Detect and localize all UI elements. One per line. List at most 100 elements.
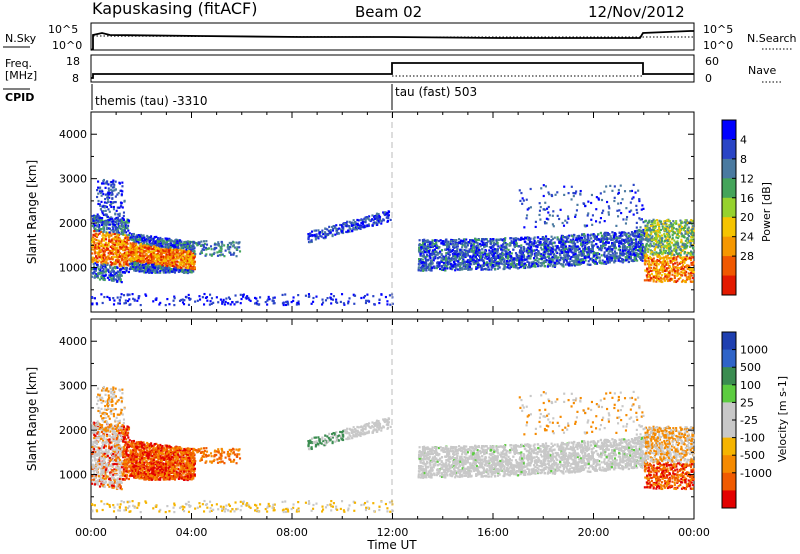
power-cell [361, 221, 364, 224]
power-cell [429, 241, 432, 244]
power-cell [141, 237, 144, 240]
power-cell [367, 224, 370, 227]
power-cell [148, 256, 151, 259]
power-cell [629, 244, 632, 247]
power-cell [136, 261, 139, 264]
power-cell [205, 248, 208, 251]
power-cell [629, 250, 632, 254]
power-cell [95, 273, 98, 276]
power-cell [129, 251, 132, 254]
power-cell [622, 248, 625, 251]
power-cell [621, 231, 624, 234]
power-cell [512, 264, 515, 267]
power-cell [549, 258, 552, 261]
power-cell [483, 267, 486, 271]
power-cell [189, 258, 192, 261]
power-cell [106, 222, 110, 225]
power-cell [159, 258, 162, 261]
power-cell [550, 235, 553, 238]
power-cell [204, 254, 207, 257]
power-cell [101, 254, 105, 257]
power-cell [168, 303, 171, 306]
power-cell [217, 241, 220, 244]
power-cell [122, 221, 125, 224]
power-cell [100, 194, 103, 197]
power-cell [91, 245, 94, 248]
power-cell [100, 256, 103, 259]
power-cell [91, 248, 94, 251]
power-cell [473, 262, 476, 266]
power-cell [96, 213, 99, 216]
power-cell [366, 293, 369, 296]
power-cell [151, 247, 154, 251]
power-cell [112, 245, 115, 249]
power-cell [595, 238, 599, 241]
power-cell [424, 255, 427, 259]
power-cell [341, 230, 344, 233]
power-cell [129, 244, 132, 247]
power-cell [433, 265, 436, 268]
power-cell [641, 259, 644, 262]
power-cell [158, 259, 161, 262]
power-cell [551, 258, 554, 261]
power-cell [492, 256, 495, 259]
power-cell [120, 281, 123, 284]
power-cell [213, 243, 216, 246]
power-cell [180, 298, 183, 302]
power-cell [356, 225, 359, 229]
power-cell [570, 240, 573, 243]
power-cell [324, 235, 327, 238]
power-cell [348, 230, 351, 233]
power-cell [100, 271, 103, 275]
power-cell [117, 274, 120, 277]
power-cell [484, 255, 487, 259]
power-cell [113, 299, 116, 302]
power-cell [93, 297, 96, 300]
power-cell [431, 249, 434, 252]
power-cell [124, 299, 127, 302]
power-cell [491, 248, 494, 251]
power-cell [238, 246, 241, 249]
power-cell [623, 241, 626, 244]
power-cell [372, 295, 375, 298]
power-cell [156, 256, 159, 259]
power-cell [524, 265, 527, 268]
power-cell [140, 267, 143, 271]
power-cell [125, 243, 128, 246]
power-cell [232, 253, 235, 256]
power-cell [123, 200, 126, 203]
power-cell [349, 228, 352, 231]
power-cell [102, 236, 105, 240]
power-cell [527, 263, 531, 267]
power-cell [98, 229, 101, 232]
power-cell [520, 246, 523, 249]
power-cell [352, 219, 355, 222]
power-cell [166, 243, 169, 246]
power-cell [112, 243, 115, 246]
power-cell [535, 248, 538, 251]
power-cell [449, 248, 452, 251]
power-cell [530, 255, 533, 258]
power-cell [530, 261, 533, 264]
power-cell [103, 270, 106, 274]
power-cell [115, 256, 118, 259]
power-cell [142, 249, 145, 252]
power-cell [526, 236, 529, 239]
power-cell [122, 253, 125, 256]
power-cell [120, 246, 124, 249]
power-cell [232, 244, 235, 247]
power-cell [122, 267, 125, 270]
power-cell [123, 222, 126, 226]
power-cell [180, 259, 183, 262]
power-cell [559, 249, 562, 252]
power-cell [108, 240, 111, 243]
power-cell [611, 252, 614, 255]
power-cell [115, 209, 118, 212]
power-cell [183, 263, 186, 266]
power-cell [162, 271, 165, 274]
power-cell [372, 223, 375, 226]
power-cell [160, 268, 163, 271]
power-cell [104, 235, 108, 238]
power-cell [104, 265, 107, 268]
power-cell [156, 247, 160, 250]
